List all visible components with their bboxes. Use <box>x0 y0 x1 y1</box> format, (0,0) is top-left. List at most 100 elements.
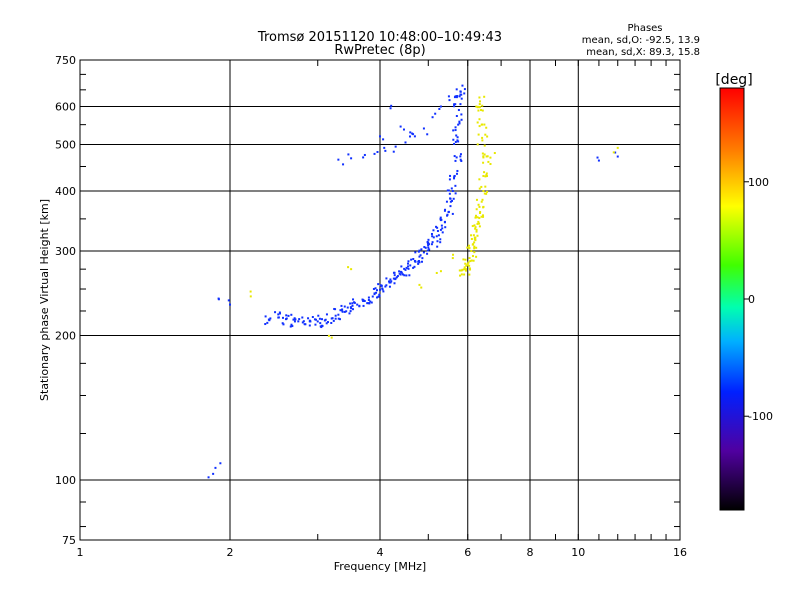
data-point <box>266 321 269 324</box>
data-point <box>452 138 455 141</box>
data-point <box>324 318 327 321</box>
data-point <box>482 205 485 208</box>
data-point <box>347 153 350 156</box>
data-point <box>476 121 479 124</box>
data-point <box>438 107 441 110</box>
data-point <box>456 139 459 142</box>
data-point <box>337 317 340 320</box>
data-point <box>301 316 304 319</box>
data-point <box>413 135 416 138</box>
data-point <box>460 118 463 121</box>
data-point <box>483 144 486 147</box>
data-point <box>420 286 423 289</box>
data-point <box>350 268 353 271</box>
data-point <box>451 257 454 260</box>
data-point <box>402 128 405 131</box>
data-point <box>481 136 484 139</box>
data-point <box>413 265 416 268</box>
data-point <box>269 317 272 320</box>
data-point <box>396 275 399 278</box>
data-point <box>326 321 329 324</box>
data-point <box>474 216 477 219</box>
data-point <box>478 205 481 208</box>
data-point <box>401 273 404 276</box>
data-point <box>459 274 462 277</box>
data-point <box>338 318 341 321</box>
chart-subtitle: RwPretec (8p) <box>334 43 425 58</box>
data-point <box>459 153 462 156</box>
data-point <box>445 200 448 203</box>
data-point <box>483 123 486 126</box>
data-point <box>469 260 472 263</box>
data-point <box>381 288 384 291</box>
data-point <box>486 190 489 193</box>
data-point <box>340 309 343 312</box>
data-point <box>454 129 457 132</box>
data-point <box>227 299 230 302</box>
data-point <box>466 262 469 265</box>
data-point <box>440 224 443 227</box>
data-point <box>290 323 293 326</box>
data-point <box>448 178 451 181</box>
data-point <box>409 131 412 134</box>
data-point <box>409 264 412 267</box>
data-point <box>405 274 408 277</box>
data-point <box>342 163 345 166</box>
data-point <box>313 318 316 321</box>
data-point <box>468 246 471 249</box>
data-point <box>482 155 485 158</box>
data-point <box>451 212 454 215</box>
data-point <box>412 258 415 261</box>
data-point <box>482 174 485 177</box>
y-tick-label: 600 <box>55 101 76 114</box>
data-point <box>485 126 488 129</box>
data-point <box>333 307 336 310</box>
data-point <box>316 320 319 323</box>
data-point <box>388 280 391 283</box>
data-point <box>461 84 464 87</box>
data-point <box>343 305 346 308</box>
data-point <box>478 103 481 106</box>
data-point <box>289 325 292 328</box>
data-point <box>337 158 340 161</box>
data-point <box>427 244 430 247</box>
data-point <box>350 307 353 310</box>
data-point <box>297 320 300 323</box>
data-point <box>454 192 457 195</box>
data-point <box>462 258 465 261</box>
data-point <box>468 264 471 267</box>
data-point <box>456 95 459 98</box>
data-point <box>478 222 481 225</box>
data-point <box>349 306 352 309</box>
phase-stats-title: Phases <box>627 23 662 34</box>
data-point <box>407 267 410 270</box>
data-point <box>374 287 377 290</box>
data-point <box>293 317 296 320</box>
data-point <box>474 214 477 217</box>
data-point <box>471 243 474 246</box>
data-point <box>207 476 210 479</box>
data-point <box>474 239 477 242</box>
data-point <box>441 231 444 234</box>
data-point <box>351 308 354 311</box>
x-tick-label: 16 <box>673 546 687 559</box>
data-point <box>385 277 388 280</box>
data-point <box>484 133 487 136</box>
data-point <box>485 155 488 158</box>
data-point <box>454 159 457 162</box>
x-tick-label: 4 <box>377 546 384 559</box>
data-point <box>418 249 421 252</box>
data-point <box>476 106 479 109</box>
data-point <box>362 156 365 159</box>
data-point <box>481 109 484 112</box>
data-point <box>284 318 287 321</box>
data-point <box>463 92 466 95</box>
data-point <box>463 268 466 271</box>
data-point <box>455 156 458 159</box>
data-point <box>319 325 322 328</box>
data-point <box>418 283 421 286</box>
data-point <box>463 273 466 276</box>
data-point <box>410 258 413 261</box>
data-point <box>485 175 488 178</box>
data-point <box>474 236 477 239</box>
